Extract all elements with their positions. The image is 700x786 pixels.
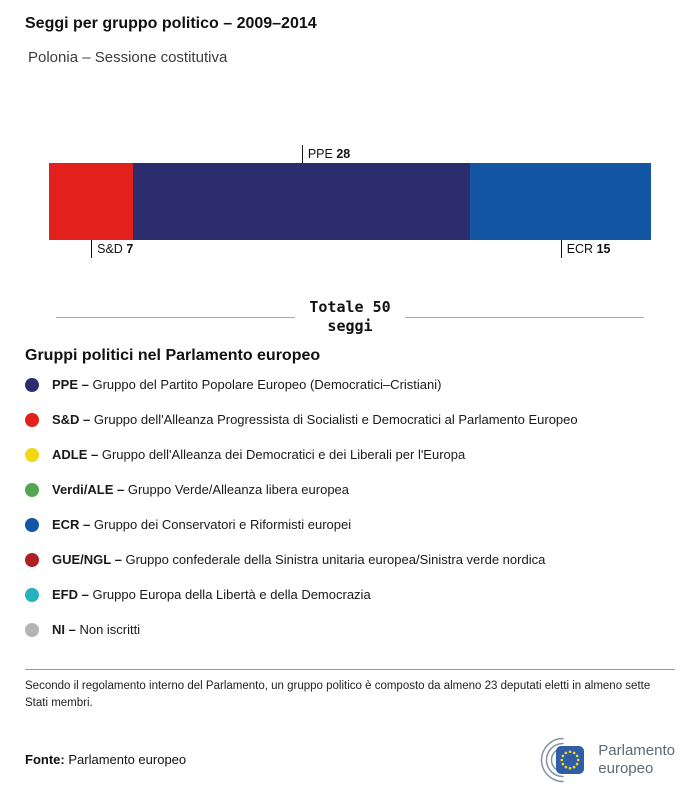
legend-list: PPE – Gruppo del Partito Popolare Europe… (25, 367, 675, 647)
bar-segment-ecr[interactable] (470, 163, 651, 240)
legend-dot-ppe (25, 377, 39, 392)
legend-item-adle: ADLE – Gruppo dell'Alleanza dei Democrat… (25, 437, 675, 472)
legend-item-verdiale: Verdi/ALE – Gruppo Verde/Alleanza libera… (25, 472, 675, 507)
ep-hemicycle-flag-icon (541, 737, 585, 782)
total-seats-line1: Totale 50 (309, 298, 391, 316)
bar-labels-top: PPE 28 (49, 141, 651, 163)
legend-dot-adle (25, 447, 39, 462)
seats-chart: PPE 28 S&D 7 ECR 15 (25, 141, 675, 266)
footnote: Secondo il regolamento interno del Parla… (25, 680, 651, 710)
legend-heading: Gruppi politici nel Parlamento europeo (25, 347, 321, 364)
source-text: Parlamento europeo (68, 752, 187, 767)
bar-label-text: S&D 7 (97, 242, 134, 256)
bar-segment-ppe[interactable] (133, 163, 471, 240)
total-seats: Totale 50 seggi (56, 298, 644, 336)
legend-item-guengl: GUE/NGL – Gruppo confederale della Sinis… (25, 542, 675, 577)
ep-logo-wordmark-line1: Parlamento (598, 741, 675, 759)
bar-label-ppe: PPE 28 (301, 145, 351, 163)
source-label: Fonte: (25, 752, 65, 767)
total-seats-line2: seggi (327, 317, 373, 335)
legend-dot-guengl (25, 552, 39, 567)
page-subtitle: Polonia – Sessione costitutiva (28, 49, 228, 66)
legend-label: EFD – Gruppo Europa della Libertà e dell… (52, 587, 371, 602)
stacked-bar (49, 163, 651, 240)
tick-mark (91, 240, 93, 258)
legend-label: PPE – Gruppo del Partito Popolare Europe… (52, 377, 442, 392)
source: Fonte: Parlamento europeo (25, 752, 186, 767)
legend-dot-ecr (25, 517, 39, 532)
footer: Fonte: Parlamento europeo (25, 737, 675, 783)
legend-item-ni: NI – Non iscritti (25, 612, 675, 647)
page-title: Seggi per gruppo politico – 2009–2014 (25, 15, 317, 32)
legend-dot-sd (25, 412, 39, 427)
tick-mark (301, 145, 303, 163)
legend-item-ecr: ECR – Gruppo dei Conservatori e Riformis… (25, 507, 675, 542)
ep-logo-wordmark-line2: europeo (598, 759, 654, 777)
legend-item-efd: EFD – Gruppo Europa della Libertà e dell… (25, 577, 675, 612)
total-divider-left (56, 316, 296, 318)
legend-item-sd: S&D – Gruppo dell'Alleanza Progressista … (25, 402, 675, 437)
bar-label-text: ECR 15 (566, 242, 611, 256)
legend-label: ECR – Gruppo dei Conservatori e Riformis… (52, 517, 352, 532)
ep-logo-wordmark: Parlamento europeo (598, 742, 675, 778)
total-seats-label: Totale 50 seggi (295, 298, 404, 336)
bar-label-text: PPE 28 (307, 147, 351, 161)
legend-item-ppe: PPE – Gruppo del Partito Popolare Europe… (25, 367, 675, 402)
legend-label: ADLE – Gruppo dell'Alleanza dei Democrat… (52, 447, 466, 462)
total-divider-right (404, 316, 644, 318)
bar-segment-sd[interactable] (49, 163, 134, 240)
tick-mark (560, 240, 562, 258)
legend-label: S&D – Gruppo dell'Alleanza Progressista … (52, 412, 578, 427)
bar-labels-bottom: S&D 7 ECR 15 (49, 240, 651, 266)
legend-label: NI – Non iscritti (52, 622, 141, 637)
bar-label-sd: S&D 7 (91, 240, 133, 258)
legend-dot-efd (25, 587, 39, 602)
legend-dot-verdiale (25, 482, 39, 497)
european-parliament-logo: Parlamento europeo (532, 737, 675, 783)
footnote-divider (25, 669, 675, 670)
legend-dot-ni (25, 622, 39, 637)
bar-label-ecr: ECR 15 (560, 240, 611, 258)
legend-label: Verdi/ALE – Gruppo Verde/Alleanza libera… (52, 482, 350, 497)
legend-label: GUE/NGL – Gruppo confederale della Sinis… (52, 552, 546, 567)
